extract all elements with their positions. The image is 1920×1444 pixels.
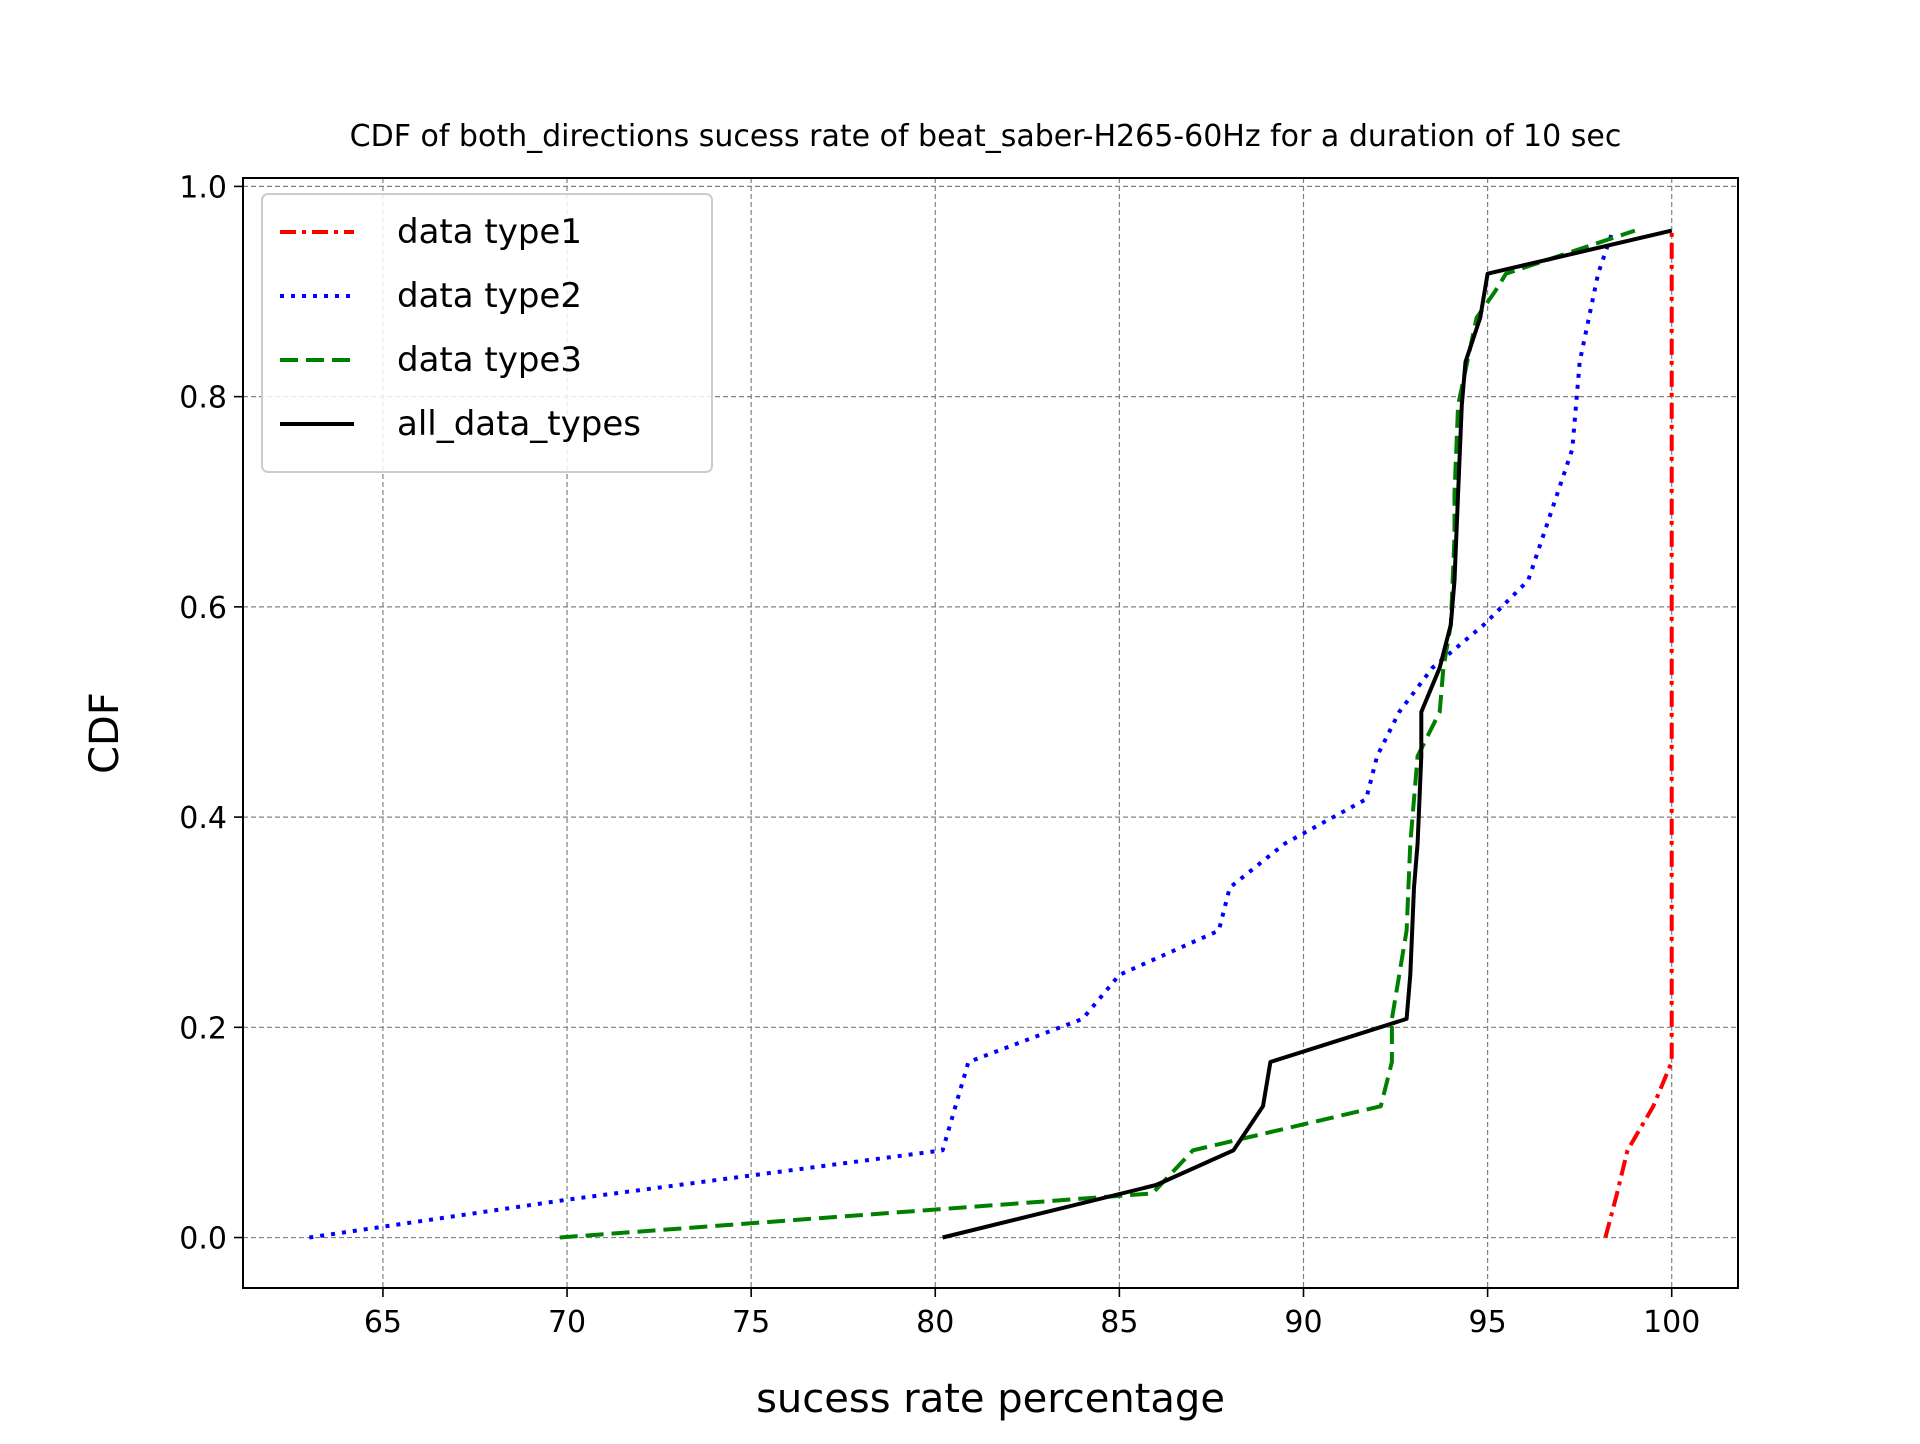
x-tick-label: 80 (916, 1305, 954, 1340)
x-tick-label: 75 (732, 1305, 770, 1340)
y-axis-label: CDF (82, 692, 128, 774)
x-tick-label: 90 (1284, 1305, 1322, 1340)
y-tick-label: 0.2 (179, 1011, 227, 1046)
x-tick-label: 95 (1469, 1305, 1507, 1340)
y-tick-label: 0.6 (179, 591, 227, 626)
x-tick-label: 70 (548, 1305, 586, 1340)
y-tick-label: 1.0 (179, 170, 227, 205)
series-line-1 (1603, 230, 1674, 1239)
x-tick-label: 85 (1100, 1305, 1138, 1340)
chart-title: CDF of both_directions sucess rate of be… (350, 119, 1622, 154)
series-line-4 (942, 228, 1673, 1240)
x-tick-label: 100 (1643, 1305, 1700, 1340)
y-tick-label: 0.8 (179, 381, 227, 416)
legend-label-4: all_data_types (397, 404, 641, 444)
x-axis-label: sucess rate percentage (756, 1376, 1225, 1422)
legend-label-3: data type3 (397, 340, 582, 380)
series-layer (309, 228, 1674, 1240)
plot-frame (242, 177, 1739, 1289)
legend-box (261, 193, 713, 473)
axis-ticks: 65 70 75 80 85 90 95 100 0.0 0.2 0.4 0.6 0.8 1.0 (179, 170, 1700, 1340)
legend: data type1 data type2 data type3 all_data_t… (261, 193, 713, 473)
x-tick-label: 65 (364, 1305, 402, 1340)
legend-label-1: data type1 (397, 212, 582, 252)
y-tick-label: 0.4 (179, 801, 227, 836)
legend-label-2: data type2 (397, 276, 582, 316)
y-tick-label: 0.0 (179, 1222, 227, 1257)
series-line-3 (559, 228, 1636, 1240)
